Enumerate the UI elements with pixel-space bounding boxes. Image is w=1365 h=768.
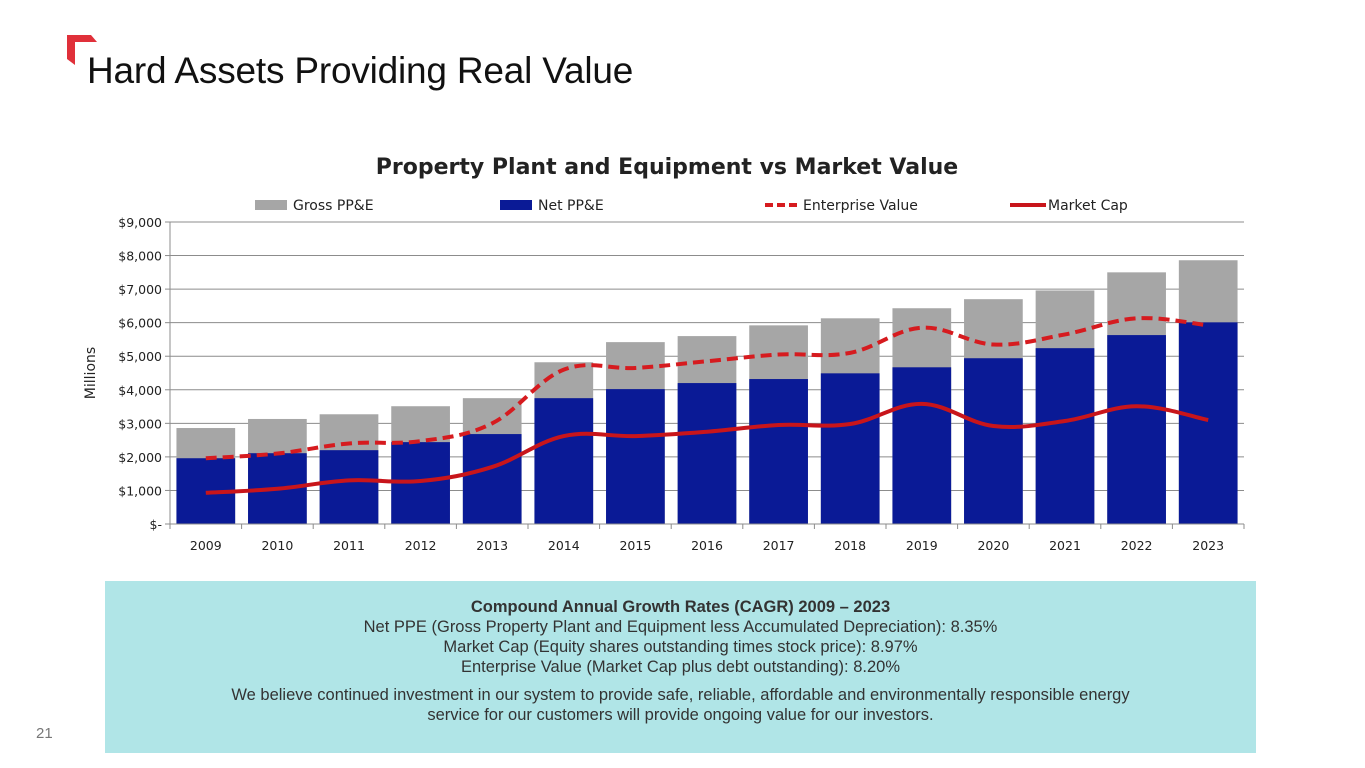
bar-net-ppe bbox=[964, 358, 1023, 524]
y-tick-label: $1,000 bbox=[118, 483, 162, 498]
investment-statement-line-2: service for our customers will provide o… bbox=[427, 706, 934, 724]
bar-net-ppe bbox=[1178, 322, 1238, 524]
bar-net-ppe bbox=[820, 373, 880, 524]
corner-accent-icon bbox=[67, 35, 97, 65]
y-tick-label: $4,000 bbox=[118, 383, 162, 398]
cagr-market-cap: Market Cap (Equity shares outstanding ti… bbox=[443, 638, 918, 656]
investment-statement-line-1: We believe continued investment in our s… bbox=[231, 686, 1130, 704]
y-tick-label: $2,000 bbox=[118, 450, 162, 465]
x-tick-label: 2012 bbox=[405, 538, 437, 553]
y-tick-label: $9,000 bbox=[118, 215, 162, 230]
x-tick-label: 2019 bbox=[906, 538, 938, 553]
x-tick-label: 2015 bbox=[619, 538, 651, 553]
y-tick-label: $6,000 bbox=[118, 316, 162, 331]
x-tick-label: 2018 bbox=[834, 538, 866, 553]
x-axis: 2009 2010 2011 2012 2013 2014 2015 2016 2017 2018… bbox=[169, 523, 1245, 553]
line-series bbox=[205, 316, 1209, 495]
legend-label: Net PP&E bbox=[538, 198, 604, 214]
bar-net-ppe bbox=[677, 383, 737, 524]
bar-net-ppe bbox=[1107, 335, 1166, 524]
bar-net-ppe bbox=[1035, 348, 1095, 524]
legend-swatch bbox=[255, 200, 287, 210]
line-enterprise-value bbox=[205, 316, 1209, 461]
cagr-enterprise-value: Enterprise Value (Market Cap plus debt o… bbox=[460, 658, 901, 676]
cagr-summary-box: Compound Annual Growth Rates (CAGR) 2009… bbox=[105, 581, 1256, 753]
x-tick-label: 2020 bbox=[977, 538, 1009, 553]
bar-series bbox=[176, 260, 1238, 524]
chart-title: Property Plant and Equipment vs Market V… bbox=[376, 155, 958, 180]
y-axis: $- $1,000 $2,000 $3,000 $4,000 $5,000 $6,000 $7… bbox=[118, 215, 171, 532]
y-tick-label: $- bbox=[150, 517, 162, 532]
x-tick-label: 2017 bbox=[763, 538, 795, 553]
x-tick-label: 2021 bbox=[1049, 538, 1081, 553]
page-number: 21 bbox=[36, 725, 53, 742]
y-tick-label: $8,000 bbox=[118, 249, 162, 264]
cagr-heading: Compound Annual Growth Rates (CAGR) 2009… bbox=[470, 598, 891, 616]
bar-net-ppe bbox=[462, 434, 522, 524]
legend-swatch bbox=[500, 200, 532, 210]
bar-net-ppe bbox=[534, 398, 594, 524]
bar-net-ppe bbox=[892, 367, 952, 524]
x-tick-label: 2009 bbox=[190, 538, 222, 553]
page-title: Hard Assets Providing Real Value bbox=[87, 50, 634, 91]
x-tick-label: 2013 bbox=[476, 538, 508, 553]
legend-label: Market Cap bbox=[1048, 198, 1128, 214]
x-tick-label: 2010 bbox=[261, 538, 293, 553]
x-tick-label: 2016 bbox=[691, 538, 723, 553]
y-tick-label: $5,000 bbox=[118, 349, 162, 364]
y-tick-label: $7,000 bbox=[118, 282, 162, 297]
x-tick-label: 2011 bbox=[333, 538, 365, 553]
ppe-vs-market-value-chart: Property Plant and Equipment vs Market V… bbox=[83, 155, 1245, 553]
x-tick-label: 2022 bbox=[1121, 538, 1153, 553]
legend-label: Gross PP&E bbox=[293, 198, 374, 214]
legend-label: Enterprise Value bbox=[803, 198, 918, 214]
y-tick-label: $3,000 bbox=[118, 416, 162, 431]
bar-net-ppe bbox=[606, 389, 665, 524]
y-axis-label: Millions bbox=[83, 347, 99, 399]
x-tick-label: 2023 bbox=[1192, 538, 1224, 553]
bar-net-ppe bbox=[749, 379, 808, 524]
x-tick-label: 2014 bbox=[548, 538, 580, 553]
cagr-net-ppe: Net PPE (Gross Property Plant and Equipm… bbox=[363, 618, 998, 636]
bar-net-ppe bbox=[319, 450, 379, 524]
chart-legend: Gross PP&E Net PP&E Enterprise Value Market… bbox=[255, 198, 1128, 214]
